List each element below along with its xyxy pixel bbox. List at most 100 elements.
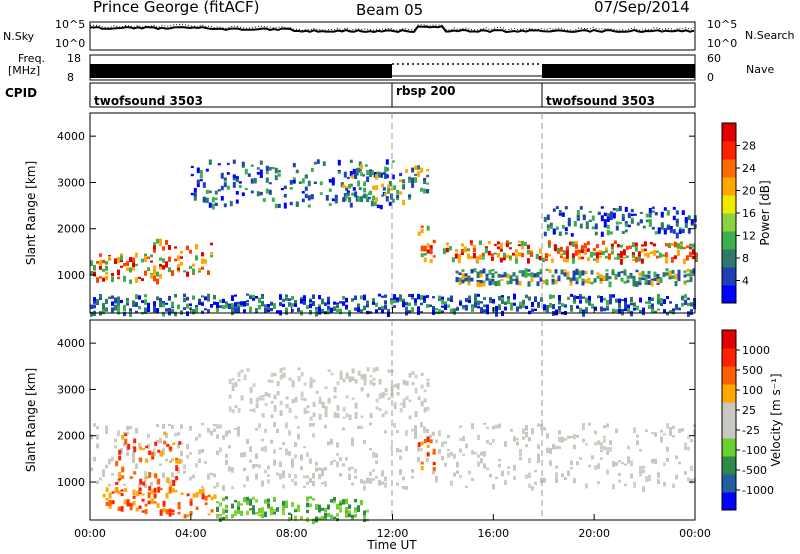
scatter-cell bbox=[405, 303, 408, 306]
scatter-cell bbox=[545, 268, 549, 271]
colorbar-swatch bbox=[722, 348, 736, 367]
scatter-cell bbox=[660, 224, 664, 230]
scatter-cell bbox=[102, 472, 105, 477]
scatter-cell bbox=[483, 422, 486, 425]
beam-title: Beam 05 bbox=[356, 1, 424, 19]
scatter-cell bbox=[454, 249, 458, 253]
scatter-cell bbox=[687, 446, 690, 451]
scatter-cell bbox=[571, 257, 575, 264]
scatter-cell bbox=[457, 254, 461, 260]
scatter-cell bbox=[345, 374, 349, 379]
scatter-cell bbox=[584, 279, 588, 284]
scatter-cell bbox=[432, 306, 435, 311]
scatter-cell bbox=[639, 297, 642, 303]
scatter-cell bbox=[426, 407, 430, 411]
scatter-cell bbox=[327, 397, 331, 403]
scatter-cell bbox=[411, 183, 415, 188]
scatter-cell bbox=[279, 477, 282, 480]
scatter-cell bbox=[166, 477, 170, 484]
scatter-cell bbox=[270, 510, 273, 516]
scatter-cell bbox=[249, 306, 252, 313]
scatter-cell bbox=[651, 210, 655, 213]
scatter-cell bbox=[591, 455, 594, 459]
scatter-cell bbox=[105, 271, 108, 275]
scatter-cell bbox=[379, 205, 383, 210]
scatter-cell bbox=[111, 491, 115, 494]
scatter-cell bbox=[592, 252, 596, 256]
scatter-cell bbox=[144, 503, 148, 507]
scatter-cell bbox=[417, 165, 421, 170]
scatter-cell bbox=[313, 181, 317, 184]
scatter-cell bbox=[96, 261, 99, 264]
scatter-cell bbox=[477, 454, 480, 458]
scatter-cell bbox=[123, 499, 127, 505]
scatter-cell bbox=[147, 307, 150, 312]
scatter-cell bbox=[232, 159, 236, 164]
scatter-cell bbox=[208, 159, 212, 165]
scatter-cell bbox=[663, 433, 666, 436]
scatter-cell bbox=[476, 275, 480, 279]
scatter-cell bbox=[676, 243, 680, 249]
scatter-cell bbox=[381, 183, 385, 187]
scatter-cell bbox=[616, 253, 620, 257]
scatter-cell bbox=[129, 279, 132, 284]
scatter-cell bbox=[336, 442, 339, 448]
scatter-cell bbox=[549, 448, 552, 454]
scatter-cell bbox=[174, 490, 178, 493]
scatter-cell bbox=[351, 442, 354, 447]
scatter-cell bbox=[501, 470, 504, 477]
scatter-cell bbox=[214, 190, 218, 195]
scatter-cell bbox=[189, 249, 192, 254]
scatter-cell bbox=[588, 464, 591, 468]
scatter-cell bbox=[616, 255, 620, 260]
scatter-cell bbox=[156, 424, 159, 428]
scatter-cell bbox=[681, 295, 684, 299]
scatter-cell bbox=[450, 480, 453, 486]
scatter-cell bbox=[631, 252, 635, 257]
scatter-cell bbox=[417, 306, 420, 311]
scatter-cell bbox=[352, 168, 356, 175]
scatter-cell bbox=[316, 159, 320, 164]
scatter-cell bbox=[186, 311, 189, 316]
scatter-cell bbox=[105, 298, 108, 305]
scatter-cell bbox=[621, 214, 625, 218]
scatter-cell bbox=[507, 296, 510, 301]
scatter-cell bbox=[435, 475, 438, 478]
scatter-cell bbox=[671, 275, 675, 279]
scatter-cell bbox=[357, 303, 360, 308]
scatter-cell bbox=[466, 248, 470, 251]
scatter-cell bbox=[360, 500, 363, 504]
scatter-cell bbox=[312, 433, 315, 438]
scatter-cell bbox=[485, 276, 489, 281]
scatter-cell bbox=[237, 303, 240, 308]
scatter-cell bbox=[354, 411, 358, 416]
scatter-cell bbox=[312, 480, 315, 487]
scatter-cell bbox=[199, 179, 203, 182]
scatter-cell bbox=[687, 302, 690, 307]
scatter-cell bbox=[478, 254, 482, 260]
scatter-cell bbox=[265, 172, 269, 175]
scatter-cell bbox=[163, 440, 167, 445]
scatter-cell bbox=[99, 260, 102, 266]
scatter-cell bbox=[573, 221, 577, 226]
scatter-cell bbox=[554, 269, 558, 274]
scatter-cell bbox=[336, 513, 339, 517]
scatter-cell bbox=[423, 426, 426, 431]
scatter-cell bbox=[150, 260, 153, 263]
scatter-cell bbox=[597, 440, 600, 445]
scatter-cell bbox=[399, 469, 402, 475]
scatter-cell bbox=[159, 488, 163, 491]
scatter-cell bbox=[234, 307, 237, 313]
scatter-cell bbox=[201, 258, 204, 265]
scatter-cell bbox=[198, 433, 201, 438]
scatter-cell bbox=[226, 162, 230, 166]
scatter-cell bbox=[264, 304, 267, 308]
scatter-cell bbox=[378, 408, 382, 412]
scatter-cell bbox=[385, 167, 389, 172]
scatter-cell bbox=[504, 301, 507, 305]
scatter-cell bbox=[387, 308, 390, 313]
scatter-cell bbox=[475, 257, 479, 263]
scatter-cell bbox=[567, 222, 571, 227]
colorbar-swatch bbox=[722, 123, 736, 142]
scatter-cell bbox=[300, 454, 303, 461]
